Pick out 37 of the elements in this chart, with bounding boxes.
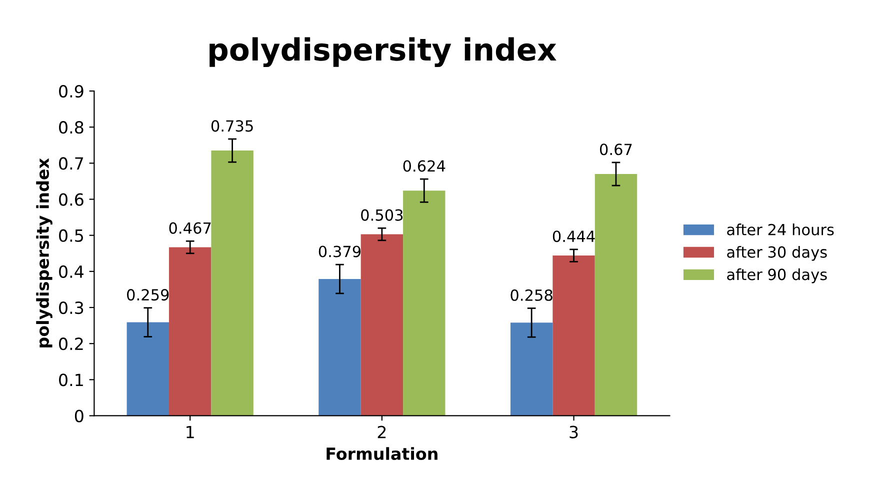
x-tick-label: 1 (186, 426, 194, 438)
data-label: 0.624 (403, 160, 446, 172)
bar (318, 278, 361, 416)
bar (510, 322, 553, 416)
y-tick-label: 0.9 (59, 84, 84, 98)
data-label: 0.258 (510, 289, 552, 301)
bar (403, 190, 446, 416)
data-label: 0.467 (169, 222, 211, 234)
y-tick-label: 0.1 (59, 374, 83, 386)
data-label: 0.67 (600, 144, 632, 156)
x-axis-title: Formulation (326, 447, 438, 460)
bar (168, 247, 212, 416)
y-tick-label: 0.4 (59, 265, 84, 278)
data-label: 0.379 (318, 246, 361, 258)
y-tick-label: 0.3 (59, 301, 84, 314)
y-tick-label: 0.7 (59, 157, 84, 170)
y-axis-title: polydispersity index (36, 158, 52, 348)
y-tick-label: 0.8 (59, 121, 84, 134)
legend-label: after 24 hours (727, 224, 834, 236)
data-label: 0.259 (127, 289, 169, 301)
bar (211, 150, 254, 416)
y-tick-label: 0.5 (59, 229, 83, 242)
legend-label: after 30 days (727, 246, 827, 261)
chart-title: polydispersity index (210, 37, 556, 68)
data-label: 0.503 (361, 209, 403, 221)
data-label: 0.444 (552, 230, 595, 242)
x-tick-label: 2 (378, 426, 386, 438)
y-tick-label: 0 (74, 410, 84, 422)
y-tick-label: 0.2 (59, 338, 83, 350)
legend-label: after 90 days (727, 268, 827, 284)
y-tick-label: 0.6 (59, 193, 84, 206)
x-tick-label: 3 (570, 426, 578, 438)
bar (360, 234, 404, 416)
bar (552, 256, 595, 416)
data-label: 0.735 (211, 120, 253, 132)
bar (126, 322, 169, 416)
bar (594, 174, 638, 416)
